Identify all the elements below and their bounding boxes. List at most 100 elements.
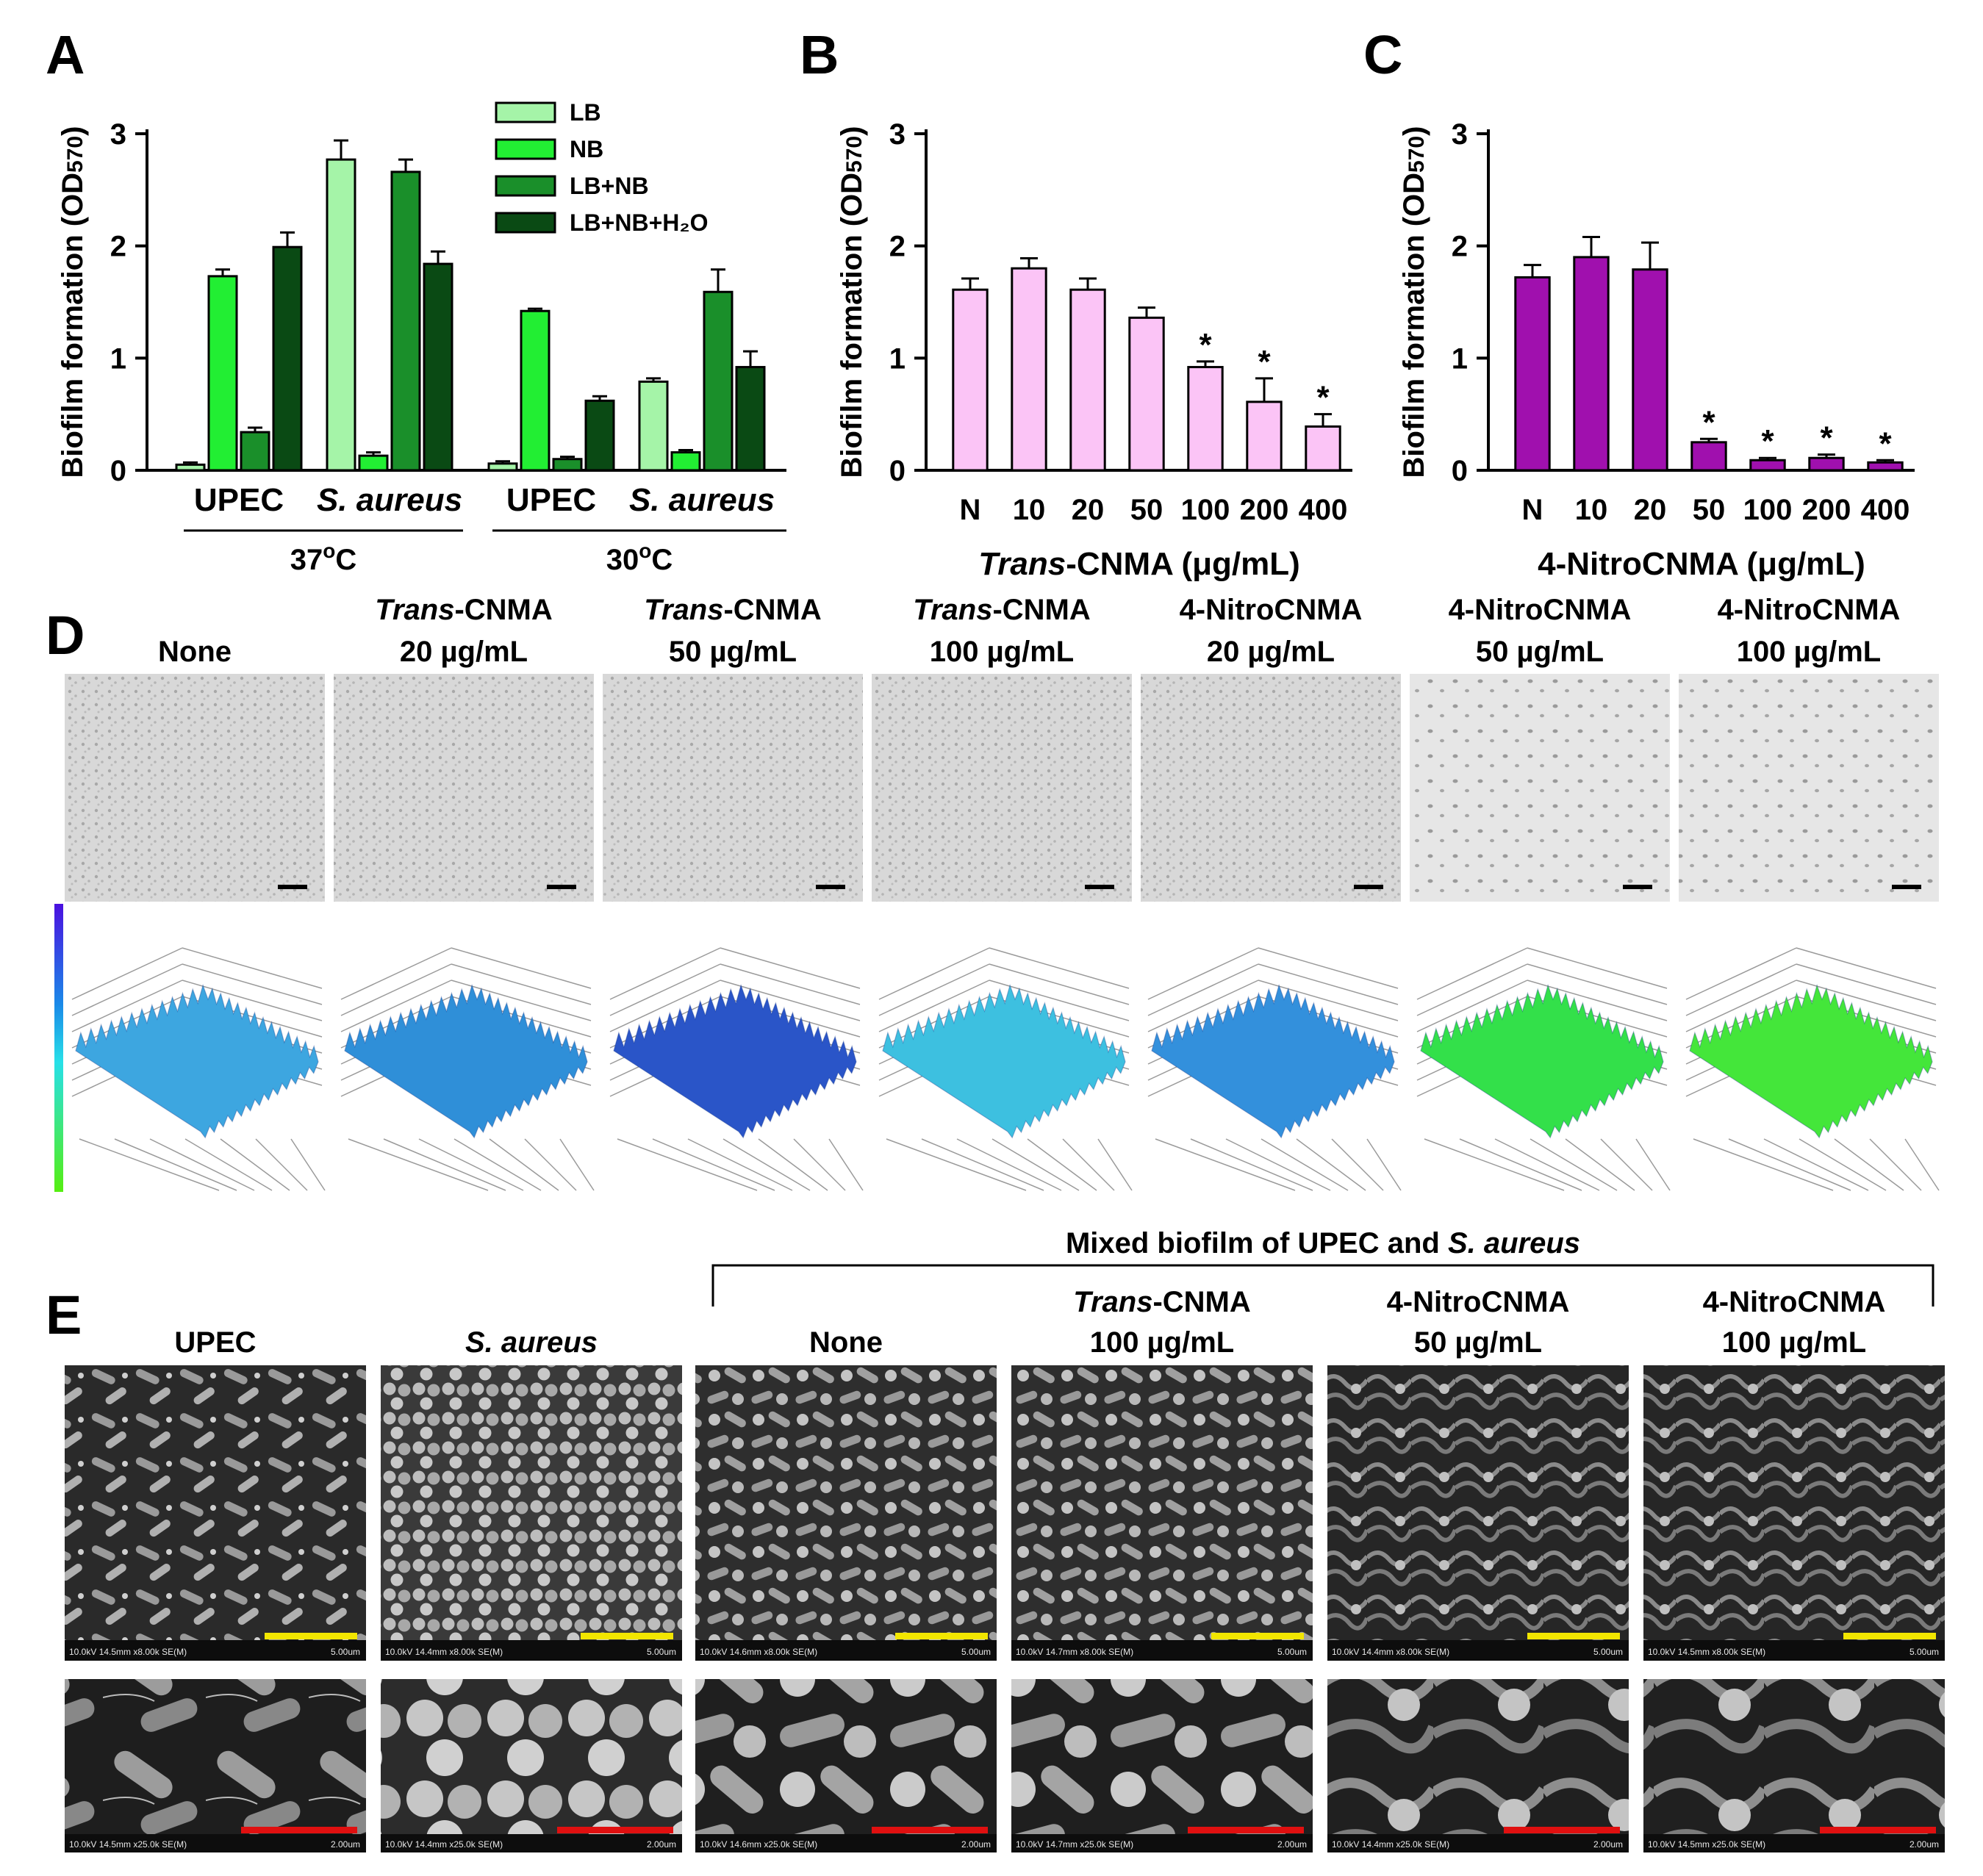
bar-LB+NB+H2O [735, 366, 766, 472]
y-tick-label: 1 [1452, 342, 1468, 375]
x-category-label: 100 [1181, 494, 1230, 526]
grid-line-floor [1459, 1138, 1582, 1191]
bar-NB [670, 451, 701, 472]
x-category-label: 400 [1861, 494, 1910, 526]
grid-line-floor [453, 1138, 542, 1191]
bar [1305, 425, 1341, 472]
y-tick-label: 3 [110, 118, 126, 151]
y-label-end: ) [836, 126, 868, 136]
grid-line-right [1527, 947, 1668, 989]
bracket-label-italic: S. aureus [1448, 1227, 1580, 1259]
grid-line-floor [418, 1138, 524, 1191]
sem-image-high-mag [1011, 1679, 1313, 1852]
grid-line-floor [1062, 1138, 1115, 1191]
y-label-main: Biofilm formation (OD [57, 173, 89, 478]
y-label-end: ) [1398, 126, 1430, 136]
grid-line-floor [1494, 1138, 1600, 1191]
bar [1690, 441, 1727, 472]
grid-line-floor [383, 1138, 506, 1191]
grid-line-right [1796, 963, 1937, 1005]
x-axis-label: Trans-CNMA (μg/mL) [978, 546, 1300, 582]
scale-text: 5.00um [1910, 1647, 1939, 1657]
bar [1749, 459, 1786, 472]
sem-info-text: 10.0kV 14.5mm x25.0k SE(M) [1648, 1839, 1765, 1850]
scale-text: 5.00um [1593, 1647, 1623, 1657]
x-category-label: S. aureus [629, 482, 775, 518]
bar [1128, 316, 1165, 472]
sem-info-bar [1643, 1640, 1945, 1661]
significance-mark: * [1820, 420, 1833, 456]
grid-line-right [182, 947, 323, 989]
y-axis-label: Biofilm formation (OD570) [1398, 126, 1430, 478]
y-label-main: Biofilm formation (OD [836, 173, 868, 478]
grid-line-right [451, 963, 592, 1005]
grid-line-floor [1190, 1138, 1313, 1191]
column-title-line2: UPEC [174, 1326, 256, 1359]
grid-line-right [182, 963, 323, 1005]
sem-info-bar [1327, 1640, 1629, 1661]
sem-info-bar [381, 1834, 682, 1852]
panel-letter-E: E [46, 1284, 82, 1345]
column-title-line2: 50 µg/mL [1476, 636, 1604, 668]
column-title-line2: None [158, 636, 232, 668]
grid-line-floor [1728, 1138, 1851, 1191]
grid-line-right [720, 947, 861, 989]
micrograph [65, 674, 325, 902]
sem-info-text: 10.0kV 14.5mm x8.00k SE(M) [69, 1647, 187, 1657]
grid-line-left [609, 963, 721, 1016]
grid-line-floor [828, 1138, 864, 1191]
grid-line-floor [348, 1138, 489, 1191]
grid-line-floor [1366, 1138, 1402, 1191]
sem-image-high-mag [695, 1679, 997, 1852]
bar [1069, 288, 1106, 472]
grid-line-right [1796, 980, 1937, 1021]
scale-bar [547, 885, 576, 889]
bar-LB [638, 380, 669, 472]
y-label-end: ) [57, 126, 89, 136]
panel-letter-D: D [46, 605, 85, 666]
grid-line-left [340, 963, 452, 1016]
sem-info-bar [1327, 1834, 1629, 1852]
sem-info-bar [381, 1640, 682, 1661]
legend-swatch [495, 138, 556, 160]
significance-mark: * [1199, 327, 1212, 363]
significance-mark: * [1761, 423, 1774, 459]
scale-bar-2um [1504, 1827, 1620, 1833]
grid-line-right [1796, 947, 1937, 989]
title-rest: 4-NitroCNMA [1180, 594, 1363, 626]
micrograph [872, 674, 1132, 902]
micrograph [1141, 674, 1401, 902]
scale-bar-2um [1188, 1827, 1304, 1833]
scale-bar-2um [872, 1827, 988, 1833]
grid-line-right [1527, 980, 1668, 1021]
sem-info-text: 10.0kV 14.4mm x8.00k SE(M) [1332, 1647, 1449, 1657]
scale-bar [1354, 885, 1383, 889]
bar-LB+NB+H2O [272, 245, 303, 472]
grid-line-floor [956, 1138, 1062, 1191]
sem-info-text: 10.0kV 14.5mm x25.0k SE(M) [69, 1839, 187, 1850]
scale-bar-2um [1820, 1827, 1936, 1833]
bar [1867, 461, 1904, 472]
panel-letter-C: C [1363, 24, 1402, 85]
group-label: 37oC [290, 539, 357, 576]
x-label-italic: Trans [978, 546, 1066, 582]
scale-text: 2.00um [1910, 1839, 1939, 1850]
scale-bar-5um [895, 1633, 988, 1639]
bar [1632, 268, 1668, 472]
y-tick-label: 0 [1452, 455, 1468, 487]
scale-bar [1892, 885, 1921, 889]
grid-line-floor [1296, 1138, 1366, 1191]
x-category-label: 10 [1575, 494, 1608, 526]
sem-image-low-mag [65, 1365, 366, 1661]
x-category-label: 100 [1743, 494, 1793, 526]
grid-line-left [1416, 980, 1528, 1032]
grid-line-left [71, 980, 183, 1032]
scale-bar [816, 885, 845, 889]
sem-info-bar [65, 1640, 366, 1661]
grid-line-right [989, 947, 1130, 989]
x-category-label: UPEC [194, 482, 284, 518]
colorbar [54, 904, 63, 1192]
bracket-label-text: Mixed biofilm of UPEC and [1066, 1227, 1448, 1259]
legend-swatch [495, 212, 556, 234]
grid-line-right [1258, 963, 1399, 1005]
